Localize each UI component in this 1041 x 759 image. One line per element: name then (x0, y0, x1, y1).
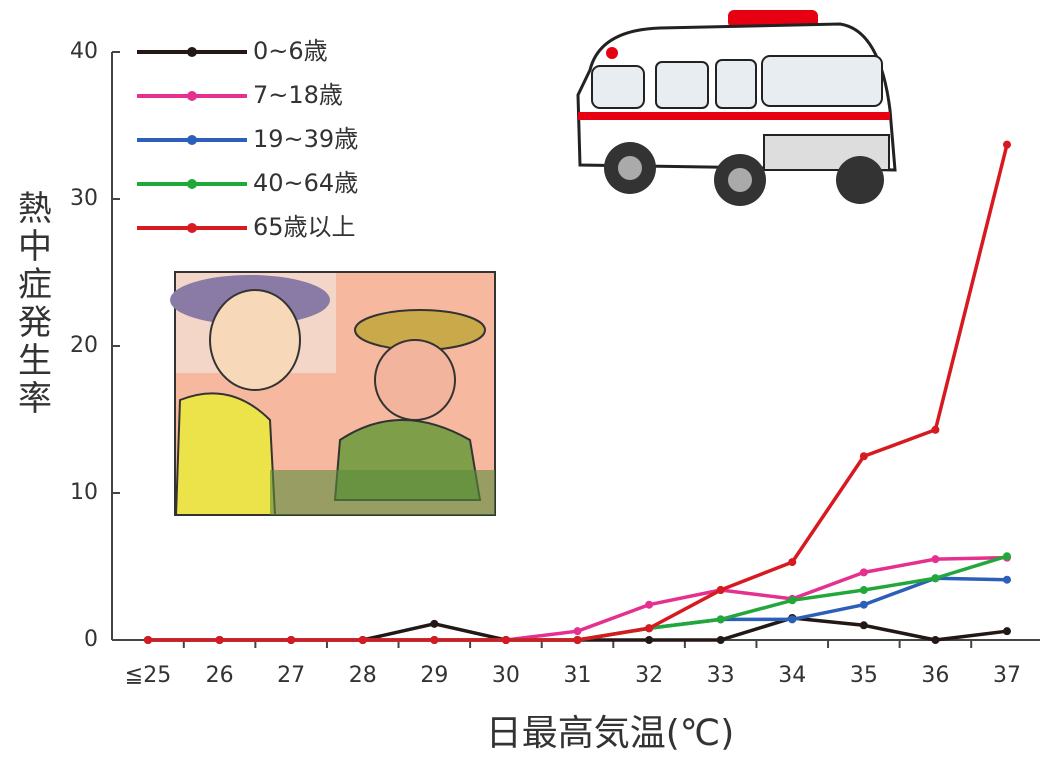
data-point (573, 636, 582, 644)
data-point (645, 624, 654, 633)
data-point (645, 600, 654, 609)
data-point (859, 452, 868, 461)
legend-marker (187, 135, 197, 145)
legend-label: 0~6歳 (253, 37, 328, 65)
data-point (645, 636, 654, 644)
data-point (931, 555, 940, 564)
x-tick-label: 30 (492, 663, 520, 688)
x-tick-label: 32 (635, 663, 663, 688)
data-point (859, 621, 868, 630)
data-point (859, 586, 868, 595)
legend-marker (187, 47, 197, 57)
data-point (1003, 575, 1011, 584)
y-tick-label: 0 (84, 627, 98, 652)
data-point (716, 615, 725, 624)
data-point (501, 636, 510, 644)
x-tick-label: 36 (921, 663, 949, 688)
data-point (931, 636, 940, 644)
legend-label: 40~64歳 (253, 169, 358, 197)
data-point (716, 586, 725, 595)
x-tick-label: ≦25 (125, 663, 171, 688)
data-point (931, 574, 940, 583)
data-point (859, 568, 868, 577)
data-point (430, 636, 439, 644)
data-point (788, 558, 797, 567)
y-tick-label: 10 (70, 480, 98, 505)
x-tick-label: 34 (778, 663, 806, 688)
legend-label: 65歳以上 (253, 213, 356, 241)
data-point (144, 636, 152, 644)
data-point (788, 615, 797, 624)
x-tick-label: 26 (206, 663, 234, 688)
x-tick-label: 28 (349, 663, 377, 688)
data-point (859, 600, 868, 609)
x-axis-title: 日最高気温(℃) (486, 713, 735, 754)
legend-marker (187, 223, 197, 233)
legend-label: 19~39歳 (253, 125, 358, 153)
x-tick-label: 37 (993, 663, 1021, 688)
y-axis-title: 熱中症発生率 (12, 190, 52, 418)
data-point (287, 636, 296, 644)
data-point (1003, 627, 1011, 636)
data-point (358, 636, 367, 644)
data-point (931, 425, 940, 434)
data-point (716, 636, 725, 644)
x-tick-label: 31 (564, 663, 592, 688)
data-point (1003, 140, 1011, 149)
legend-marker (187, 91, 197, 101)
legend-marker (187, 179, 197, 189)
data-point (788, 596, 797, 605)
ambulance-illustration (576, 10, 897, 206)
legend-label: 7~18歳 (253, 81, 343, 109)
x-tick-label: 27 (277, 663, 305, 688)
data-point (430, 619, 439, 628)
data-point (215, 636, 224, 644)
data-point (1003, 552, 1011, 561)
y-tick-label: 40 (70, 39, 98, 64)
x-tick-label: 35 (850, 663, 878, 688)
heatstroke-illustration (170, 271, 496, 516)
x-tick-label: 33 (707, 663, 735, 688)
x-tick-label: 29 (420, 663, 448, 688)
y-tick-label: 30 (70, 186, 98, 211)
y-tick-label: 20 (70, 333, 98, 358)
data-point (573, 627, 582, 636)
